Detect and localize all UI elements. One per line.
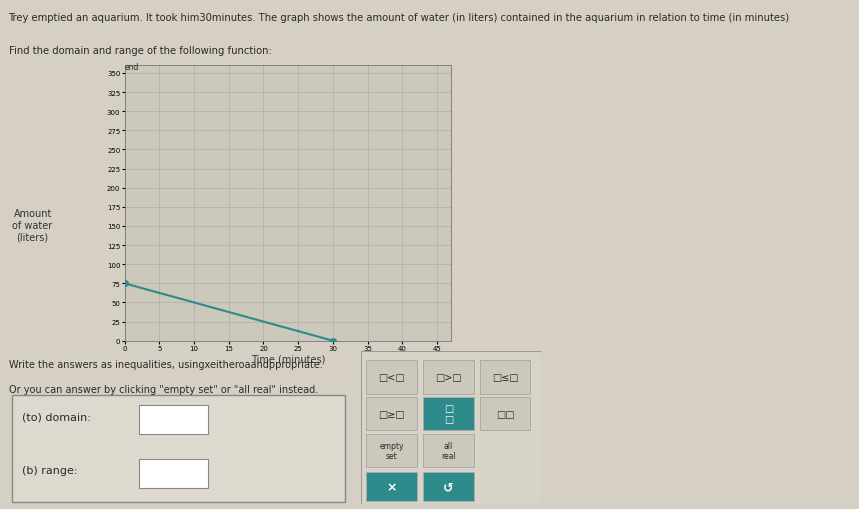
X-axis label: Time (minutes): Time (minutes) xyxy=(251,354,325,364)
FancyBboxPatch shape xyxy=(423,472,473,501)
FancyBboxPatch shape xyxy=(480,397,530,431)
FancyBboxPatch shape xyxy=(366,472,417,501)
Text: □>□: □>□ xyxy=(435,372,461,382)
Text: □
□: □ □ xyxy=(443,403,453,425)
Text: Write the answers as inequalities, usingxeitheroaandppropriate.: Write the answers as inequalities, using… xyxy=(9,359,322,369)
Text: (b) range:: (b) range: xyxy=(22,465,78,475)
Text: end: end xyxy=(125,63,139,72)
Text: Or you can answer by clicking "empty set" or "all real" instead.: Or you can answer by clicking "empty set… xyxy=(9,384,318,394)
FancyBboxPatch shape xyxy=(423,397,473,431)
FancyBboxPatch shape xyxy=(366,397,417,431)
Text: □≤□: □≤□ xyxy=(492,372,518,382)
FancyBboxPatch shape xyxy=(139,405,208,435)
Text: □≥□: □≥□ xyxy=(378,409,405,419)
FancyBboxPatch shape xyxy=(361,351,541,504)
Text: (to) domain:: (to) domain: xyxy=(22,412,91,421)
Text: Trey emptied an aquarium. It took him30minutes. The graph shows the amount of wa: Trey emptied an aquarium. It took him30m… xyxy=(9,13,789,23)
FancyBboxPatch shape xyxy=(423,360,473,394)
Text: empty
set: empty set xyxy=(379,441,404,460)
Text: ↺: ↺ xyxy=(443,480,454,493)
Text: all
real: all real xyxy=(441,441,455,460)
FancyBboxPatch shape xyxy=(423,434,473,467)
Text: ×: × xyxy=(387,480,397,493)
FancyBboxPatch shape xyxy=(12,395,345,502)
FancyBboxPatch shape xyxy=(366,360,417,394)
Text: □□: □□ xyxy=(496,409,515,419)
FancyBboxPatch shape xyxy=(139,459,208,488)
FancyBboxPatch shape xyxy=(366,434,417,467)
Text: □<□: □<□ xyxy=(378,372,405,382)
FancyBboxPatch shape xyxy=(480,360,530,394)
Text: Find the domain and range of the following function:: Find the domain and range of the followi… xyxy=(9,46,271,56)
Y-axis label: Amount
of water
(liters): Amount of water (liters) xyxy=(13,209,52,242)
